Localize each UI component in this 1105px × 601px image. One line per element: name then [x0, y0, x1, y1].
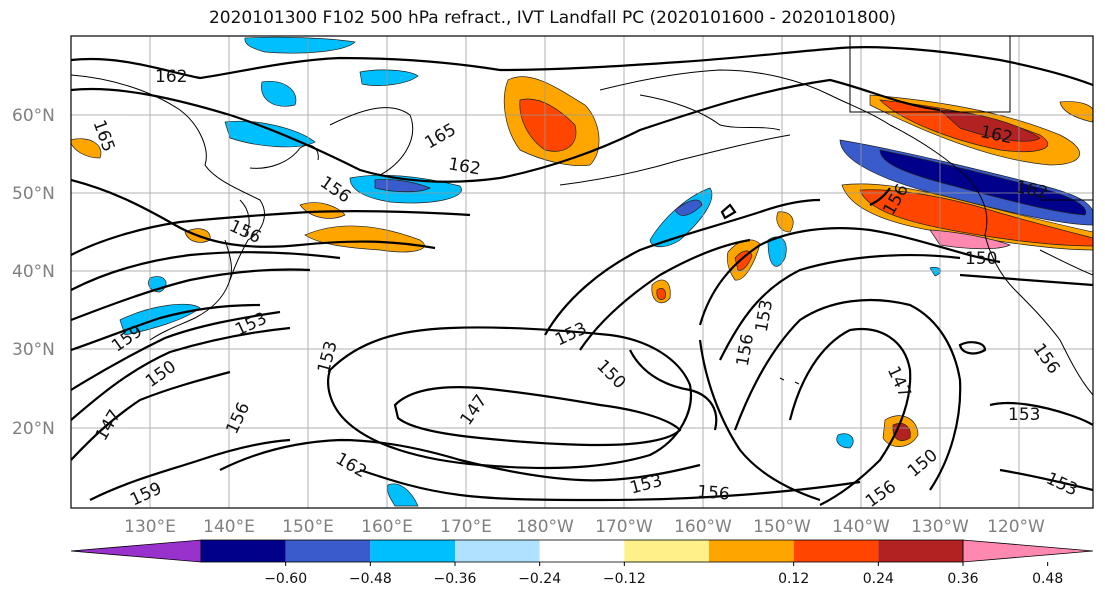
lat-label-30n: 30°N	[12, 340, 55, 360]
colorbar-extend-high	[962, 539, 1094, 563]
colorbar-tick-label: 0.12	[778, 571, 809, 587]
lon-label: 120°W	[987, 517, 1045, 537]
colorbar-tick-label: −0.12	[603, 571, 646, 587]
lat-label-60n: 60°N	[12, 106, 55, 126]
lon-label: 180°W	[516, 517, 574, 537]
longitude-labels: 130°E 140°E 150°E 160°E 170°E 180°W 170°…	[124, 517, 1045, 537]
colorbar-tick-label: 0.48	[1032, 571, 1063, 587]
map-frame	[70, 35, 1094, 509]
lon-label: 130°W	[911, 517, 969, 537]
colorbar-segment	[878, 540, 963, 562]
colorbar-segment	[709, 540, 794, 562]
lon-label: 170°E	[440, 517, 492, 537]
colorbar-extend-low	[70, 539, 202, 563]
lon-label: 160°E	[361, 517, 413, 537]
colorbar-segment	[201, 540, 286, 562]
lon-label: 150°E	[282, 517, 334, 537]
ivt-anomaly-fills	[71, 36, 1093, 507]
colorbar-tick-label: 0.24	[863, 571, 894, 587]
colorbar-segment	[539, 540, 625, 562]
lon-label: 140°W	[832, 517, 890, 537]
colorbar-segment	[793, 540, 879, 562]
map-title: 2020101300 F102 500 hPa refract., IVT La…	[208, 8, 896, 28]
colorbar-segment	[455, 540, 540, 562]
coastlines	[71, 36, 1093, 396]
contour-label: 156	[696, 482, 730, 505]
colorbar-segments	[70, 539, 1094, 563]
colorbar-tick-label: −0.24	[518, 571, 561, 587]
lon-label: 130°E	[124, 517, 176, 537]
contour-label: 162	[155, 67, 187, 87]
lat-label-50n: 50°N	[12, 184, 55, 204]
colorbar-segment	[370, 540, 455, 562]
colorbar: −0.60 −0.48 −0.36 −0.24 −0.12 0.12 0.24 0.36 0.4…	[70, 539, 1094, 587]
contour-label: 150	[965, 249, 997, 269]
colorbar-tick-label: −0.36	[434, 571, 477, 587]
colorbar-tick-label: −0.48	[349, 571, 392, 587]
refractivity-contours	[71, 46, 1093, 506]
lon-label: 150°W	[753, 517, 811, 537]
contour-label: 153	[1008, 405, 1040, 425]
colorbar-ticks: −0.60 −0.48 −0.36 −0.24 −0.12 0.12 0.24 0.36 0.4…	[264, 562, 1063, 587]
lon-label: 170°W	[595, 517, 653, 537]
colorbar-tick-label: −0.60	[264, 571, 307, 587]
lat-label-40n: 40°N	[12, 262, 55, 282]
colorbar-segment	[285, 540, 371, 562]
colorbar-tick-label: 0.36	[947, 571, 978, 587]
latitude-labels: 60°N 50°N 40°N 30°N 20°N	[12, 106, 55, 439]
lat-label-20n: 20°N	[12, 419, 55, 439]
lon-label: 160°W	[674, 517, 732, 537]
lon-label: 140°E	[203, 517, 255, 537]
colorbar-frame	[200, 539, 964, 563]
colorbar-segment	[624, 540, 709, 562]
